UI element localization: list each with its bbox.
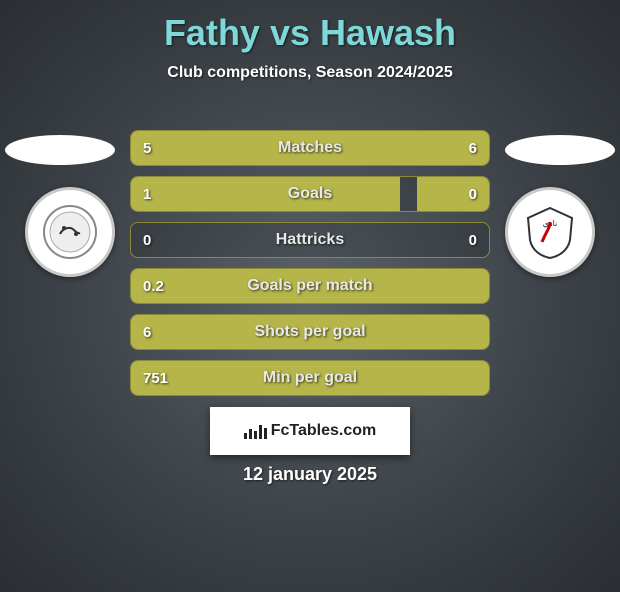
stat-row-matches: 5 Matches 6 [130, 130, 490, 166]
stats-container: 5 Matches 6 1 Goals 0 0 Hattricks 0 0.2 … [130, 130, 490, 406]
stat-row-hattricks: 0 Hattricks 0 [130, 222, 490, 258]
team-badge-right: نادي [505, 187, 595, 277]
oval-left-decor [5, 135, 115, 165]
stat-row-min-per-goal: 751 Min per goal [130, 360, 490, 396]
stat-row-shots-per-goal: 6 Shots per goal [130, 314, 490, 350]
team-crest-icon [40, 202, 100, 262]
stat-row-goals: 1 Goals 0 [130, 176, 490, 212]
stat-value-right: 0 [469, 177, 477, 211]
team-badge-left [25, 187, 115, 277]
stat-label: Min per goal [131, 361, 489, 395]
stat-label: Shots per goal [131, 315, 489, 349]
page-title: Fathy vs Hawash [0, 12, 620, 54]
brand-text: FcTables.com [271, 422, 377, 440]
stat-label: Hattricks [131, 223, 489, 257]
chart-icon [244, 423, 267, 439]
page-subtitle: Club competitions, Season 2024/2025 [0, 64, 620, 82]
stat-value-right: 0 [469, 223, 477, 257]
svg-text:نادي: نادي [543, 219, 558, 228]
brand-box[interactable]: FcTables.com [210, 407, 410, 455]
stat-label: Matches [131, 131, 489, 165]
stat-row-goals-per-match: 0.2 Goals per match [130, 268, 490, 304]
date-text: 12 january 2025 [0, 464, 620, 485]
stat-label: Goals [131, 177, 489, 211]
stat-value-right: 6 [469, 131, 477, 165]
stat-label: Goals per match [131, 269, 489, 303]
team-crest-icon: نادي [520, 202, 580, 262]
oval-right-decor [505, 135, 615, 165]
